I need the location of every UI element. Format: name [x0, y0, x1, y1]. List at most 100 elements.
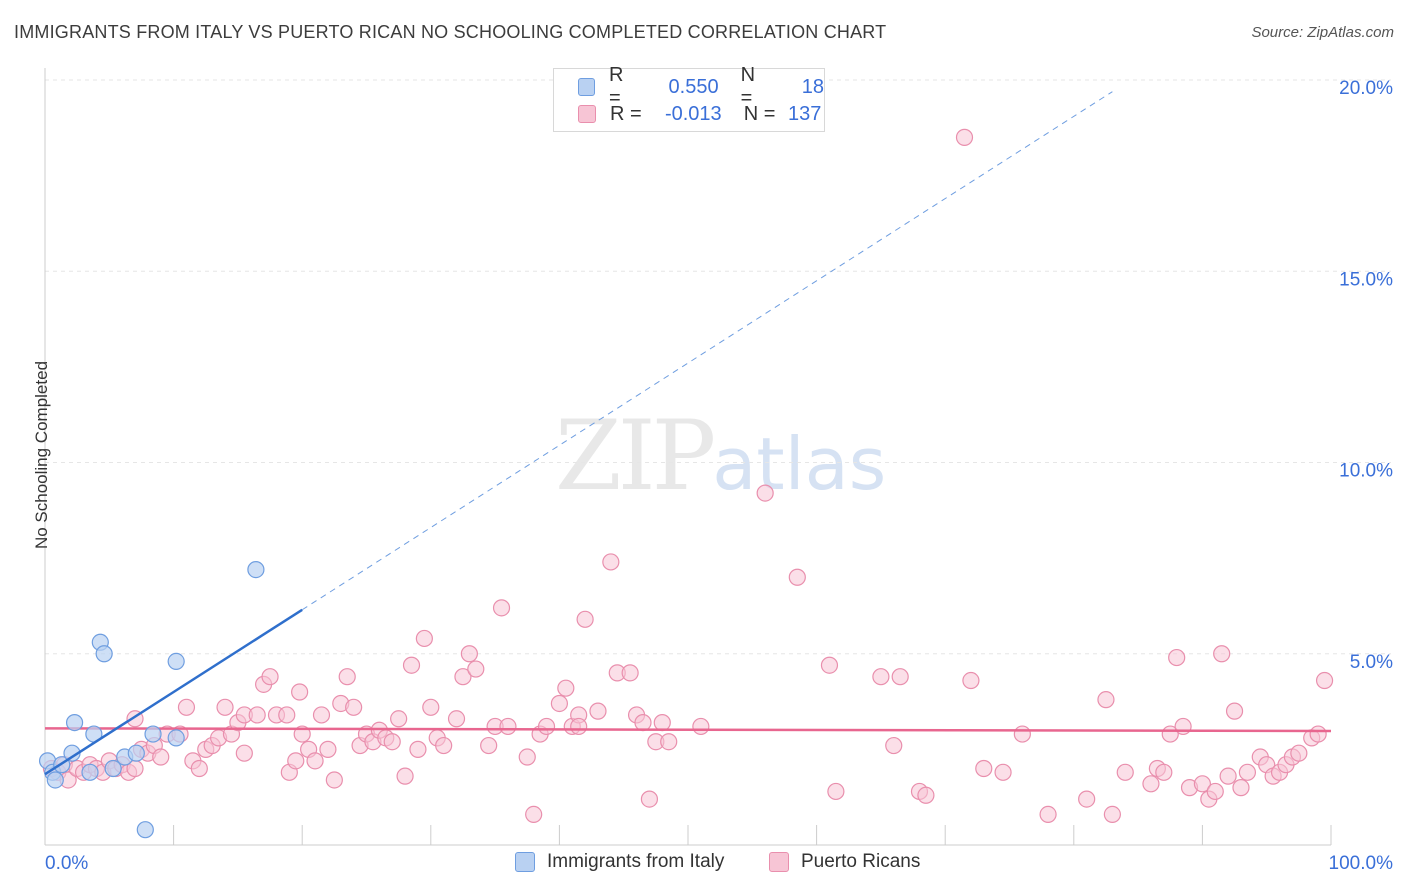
data-point-puerto-ricans — [621, 664, 639, 682]
data-point-puerto-ricans — [550, 694, 569, 713]
bottom-legend-label-italy: Immigrants from Italy — [547, 851, 725, 872]
data-point-puerto-ricans — [409, 740, 427, 758]
data-point-puerto-ricans — [325, 771, 343, 789]
data-point-puerto-ricans — [885, 736, 903, 755]
data-point-puerto-ricans — [216, 698, 234, 716]
data-point-italy — [136, 821, 154, 839]
data-point-puerto-ricans — [955, 128, 974, 146]
data-point-puerto-ricans — [537, 717, 556, 736]
data-point-puerto-ricans — [291, 683, 309, 701]
legend-italy-n-value: 18 — [801, 75, 824, 98]
x-tick-label: 0.0% — [45, 853, 88, 874]
legend-row-pr: R = -0.013 N = 137 — [578, 102, 821, 126]
data-point-puerto-ricans — [1039, 805, 1057, 824]
watermark-atlas: atlas — [712, 422, 887, 506]
data-point-puerto-ricans — [422, 698, 440, 716]
data-point-italy — [167, 729, 185, 747]
y-tick-label: 10.0% — [1339, 461, 1393, 482]
data-point-puerto-ricans — [338, 668, 356, 686]
data-point-italy — [127, 744, 145, 762]
data-point-italy — [65, 713, 84, 732]
data-point-puerto-ricans — [518, 748, 536, 766]
data-point-puerto-ricans — [1193, 775, 1212, 793]
data-point-puerto-ricans — [1206, 782, 1224, 801]
bottom-legend-label-pr: Puerto Ricans — [801, 851, 921, 872]
data-point-puerto-ricans — [152, 748, 170, 766]
data-point-puerto-ricans — [248, 706, 266, 724]
data-point-italy — [144, 725, 162, 743]
legend-pr-r-label: R = — [610, 102, 642, 125]
legend-italy-n-label: N = — [740, 64, 756, 109]
data-point-puerto-ricans — [1116, 763, 1134, 781]
data-point-puerto-ricans — [525, 805, 543, 824]
data-point-puerto-ricans — [312, 706, 331, 724]
data-point-puerto-ricans — [460, 645, 478, 663]
data-point-puerto-ricans — [467, 660, 485, 678]
data-point-italy — [104, 759, 122, 778]
data-point-italy — [81, 763, 99, 781]
data-point-puerto-ricans — [396, 767, 414, 785]
data-point-puerto-ricans — [917, 786, 935, 804]
data-point-puerto-ricans — [383, 733, 401, 751]
data-point-puerto-ricans — [1078, 790, 1096, 808]
y-tick-label: 20.0% — [1339, 78, 1393, 99]
data-point-puerto-ricans — [261, 668, 279, 686]
data-point-puerto-ricans — [402, 656, 421, 674]
legend-italy-r-value: 0.550 — [668, 75, 719, 98]
data-point-puerto-ricans — [278, 706, 296, 724]
data-point-puerto-ricans — [480, 736, 498, 755]
bottom-legend-swatch-italy — [515, 852, 535, 872]
data-point-puerto-ricans — [602, 553, 620, 571]
data-point-italy — [167, 652, 185, 671]
y-tick-label: 5.0% — [1350, 652, 1393, 673]
legend-italy-r-label: R = — [609, 64, 624, 109]
legend-row-italy: R = 0.550 N = 18 — [578, 64, 824, 109]
chart-title: IMMIGRANTS FROM ITALY VS PUERTO RICAN NO… — [14, 22, 887, 42]
data-point-puerto-ricans — [287, 752, 305, 770]
data-point-puerto-ricans — [692, 717, 710, 736]
correlation-legend: R = 0.550 N = 18 R = -0.013 N = 137 — [553, 64, 825, 132]
data-point-puerto-ricans — [570, 717, 588, 736]
data-point-puerto-ricans — [994, 763, 1012, 781]
data-point-puerto-ricans — [1142, 775, 1160, 793]
data-point-italy — [247, 560, 265, 579]
data-point-puerto-ricans — [557, 679, 575, 697]
data-point-puerto-ricans — [975, 759, 993, 778]
data-point-puerto-ricans — [788, 568, 806, 586]
trend-line-puerto-ricans — [44, 727, 1332, 733]
data-point-puerto-ricans — [1309, 725, 1327, 743]
data-point-puerto-ricans — [177, 698, 196, 716]
legend-swatch-italy — [578, 78, 596, 96]
data-point-puerto-ricans — [634, 713, 652, 732]
legend-pr-n-label: N = — [743, 102, 776, 125]
bottom-legend-swatch-pr — [769, 852, 789, 872]
bottom-legend-pr[interactable]: Puerto Ricans — [769, 851, 920, 873]
data-point-puerto-ricans — [1238, 763, 1257, 781]
data-point-puerto-ricans — [1168, 648, 1186, 667]
watermark-zip: ZIP — [555, 400, 716, 512]
data-point-puerto-ricans — [660, 733, 678, 751]
data-point-puerto-ricans — [1103, 805, 1121, 824]
data-point-puerto-ricans — [1013, 725, 1031, 743]
data-point-puerto-ricans — [1219, 767, 1237, 785]
y-axis-label: No Schooling Completed — [32, 360, 51, 550]
data-point-puerto-ricans — [235, 744, 253, 762]
data-point-puerto-ricans — [415, 629, 433, 648]
trend-line-italy-extension — [301, 91, 1113, 611]
data-point-puerto-ricans — [492, 599, 511, 617]
data-point-puerto-ricans — [756, 484, 774, 502]
data-point-puerto-ricans — [827, 782, 845, 801]
data-point-puerto-ricans — [447, 710, 466, 728]
data-point-puerto-ricans — [454, 668, 472, 686]
data-point-puerto-ricans — [1213, 645, 1231, 663]
data-point-puerto-ricans — [1155, 763, 1173, 781]
data-point-puerto-ricans — [576, 610, 594, 628]
data-point-puerto-ricans — [891, 668, 909, 686]
data-point-puerto-ricans — [872, 668, 890, 686]
x-tick-label: 100.0% — [1329, 853, 1394, 874]
legend-pr-r-value: -0.013 — [664, 102, 722, 125]
bottom-legend-italy[interactable]: Immigrants from Italy — [515, 851, 724, 873]
data-point-puerto-ricans — [1315, 671, 1334, 690]
watermark: ZIPatlas — [555, 400, 886, 512]
